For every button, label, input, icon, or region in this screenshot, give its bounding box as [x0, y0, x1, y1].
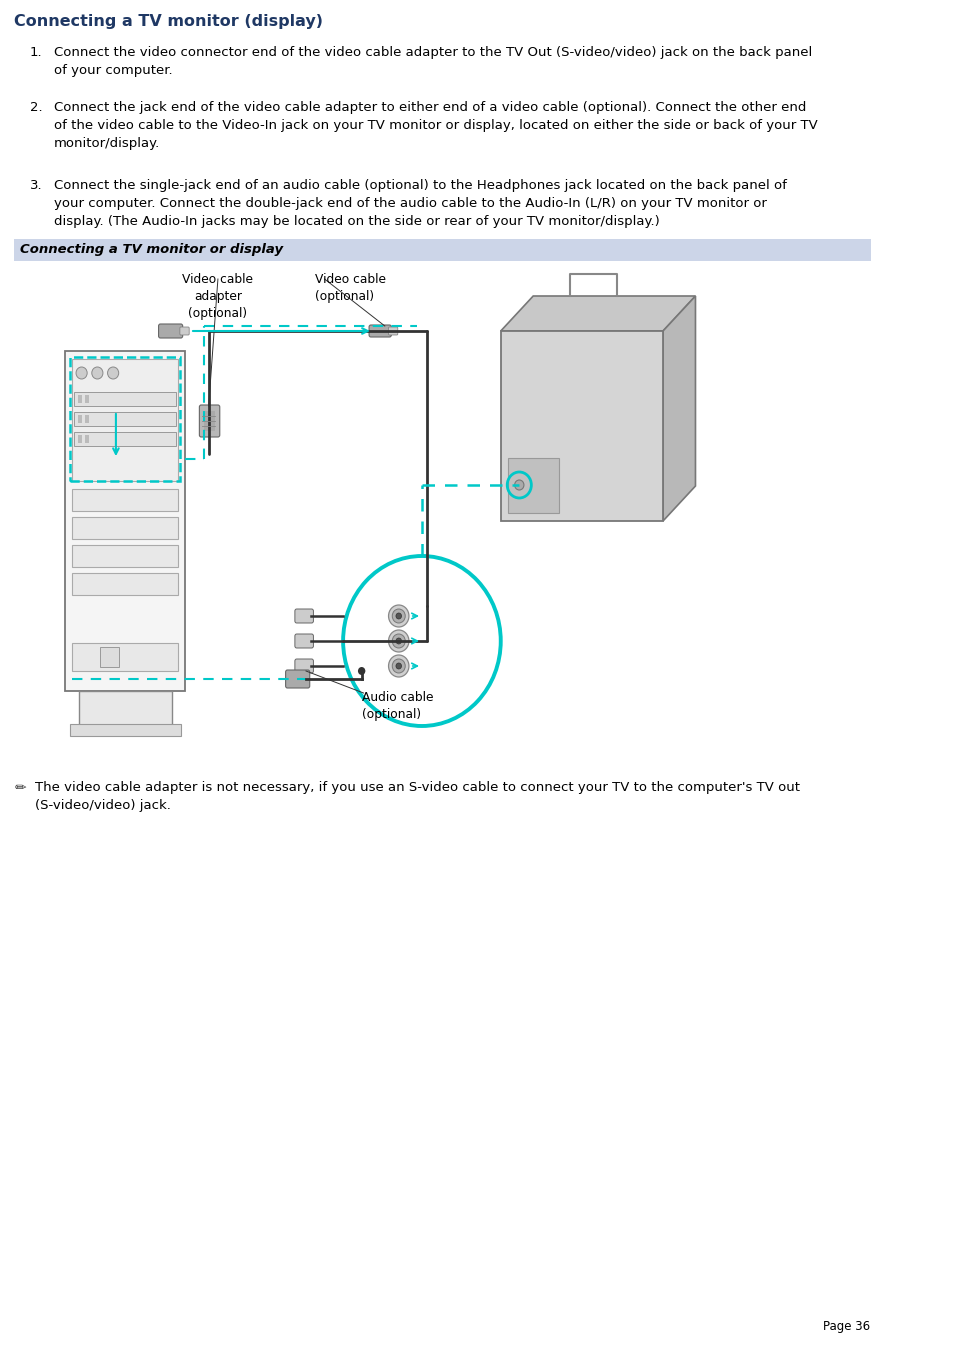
FancyBboxPatch shape [74, 392, 176, 407]
Text: 1.: 1. [30, 46, 42, 59]
Text: Connect the video connector end of the video cable adapter to the TV Out (S-vide: Connect the video connector end of the v… [53, 46, 811, 77]
FancyBboxPatch shape [100, 647, 118, 667]
FancyBboxPatch shape [294, 659, 314, 673]
Text: Page 36: Page 36 [821, 1320, 869, 1333]
Polygon shape [662, 296, 695, 521]
FancyBboxPatch shape [369, 326, 391, 336]
FancyBboxPatch shape [74, 432, 176, 446]
Text: The video cable adapter is not necessary, if you use an S-video cable to connect: The video cable adapter is not necessary… [35, 781, 800, 812]
Polygon shape [500, 296, 695, 331]
Circle shape [76, 367, 87, 380]
FancyBboxPatch shape [158, 324, 182, 338]
Text: 2.: 2. [30, 101, 42, 113]
FancyBboxPatch shape [294, 634, 314, 648]
FancyBboxPatch shape [508, 458, 558, 513]
FancyBboxPatch shape [72, 517, 178, 539]
Circle shape [388, 655, 409, 677]
FancyBboxPatch shape [79, 690, 172, 725]
FancyBboxPatch shape [72, 573, 178, 594]
FancyBboxPatch shape [199, 405, 219, 436]
Text: Connecting a TV monitor or display: Connecting a TV monitor or display [20, 243, 283, 257]
FancyBboxPatch shape [72, 359, 178, 481]
FancyBboxPatch shape [180, 327, 189, 335]
Circle shape [392, 634, 405, 648]
Circle shape [388, 605, 409, 627]
Circle shape [357, 667, 365, 676]
Circle shape [388, 630, 409, 653]
FancyBboxPatch shape [74, 412, 176, 426]
Circle shape [108, 367, 118, 380]
FancyBboxPatch shape [500, 331, 662, 521]
FancyBboxPatch shape [294, 609, 314, 623]
FancyBboxPatch shape [78, 394, 82, 403]
Circle shape [392, 659, 405, 673]
Text: Connect the single-jack end of an audio cable (optional) to the Headphones jack : Connect the single-jack end of an audio … [53, 178, 786, 228]
FancyBboxPatch shape [72, 489, 178, 511]
Text: Connecting a TV monitor (display): Connecting a TV monitor (display) [14, 14, 322, 28]
FancyBboxPatch shape [78, 435, 82, 443]
FancyBboxPatch shape [70, 724, 181, 736]
Text: Video cable
adapter
(optional): Video cable adapter (optional) [182, 273, 253, 320]
Circle shape [392, 609, 405, 623]
FancyBboxPatch shape [72, 544, 178, 567]
FancyBboxPatch shape [65, 351, 185, 690]
Circle shape [91, 367, 103, 380]
Text: ✏: ✏ [15, 781, 27, 794]
FancyBboxPatch shape [285, 670, 310, 688]
Circle shape [395, 613, 401, 619]
Circle shape [395, 638, 401, 644]
Circle shape [395, 663, 401, 669]
Circle shape [514, 480, 523, 490]
FancyBboxPatch shape [388, 327, 397, 335]
FancyBboxPatch shape [85, 435, 89, 443]
Text: Video cable
(optional): Video cable (optional) [314, 273, 386, 303]
Text: Connect the jack end of the video cable adapter to either end of a video cable (: Connect the jack end of the video cable … [53, 101, 817, 150]
FancyBboxPatch shape [85, 394, 89, 403]
Text: 3.: 3. [30, 178, 42, 192]
FancyBboxPatch shape [14, 239, 870, 261]
FancyBboxPatch shape [78, 415, 82, 423]
Circle shape [343, 557, 500, 725]
Text: Audio cable
(optional): Audio cable (optional) [361, 690, 433, 721]
FancyBboxPatch shape [204, 411, 215, 431]
FancyBboxPatch shape [72, 643, 178, 671]
FancyBboxPatch shape [85, 415, 89, 423]
